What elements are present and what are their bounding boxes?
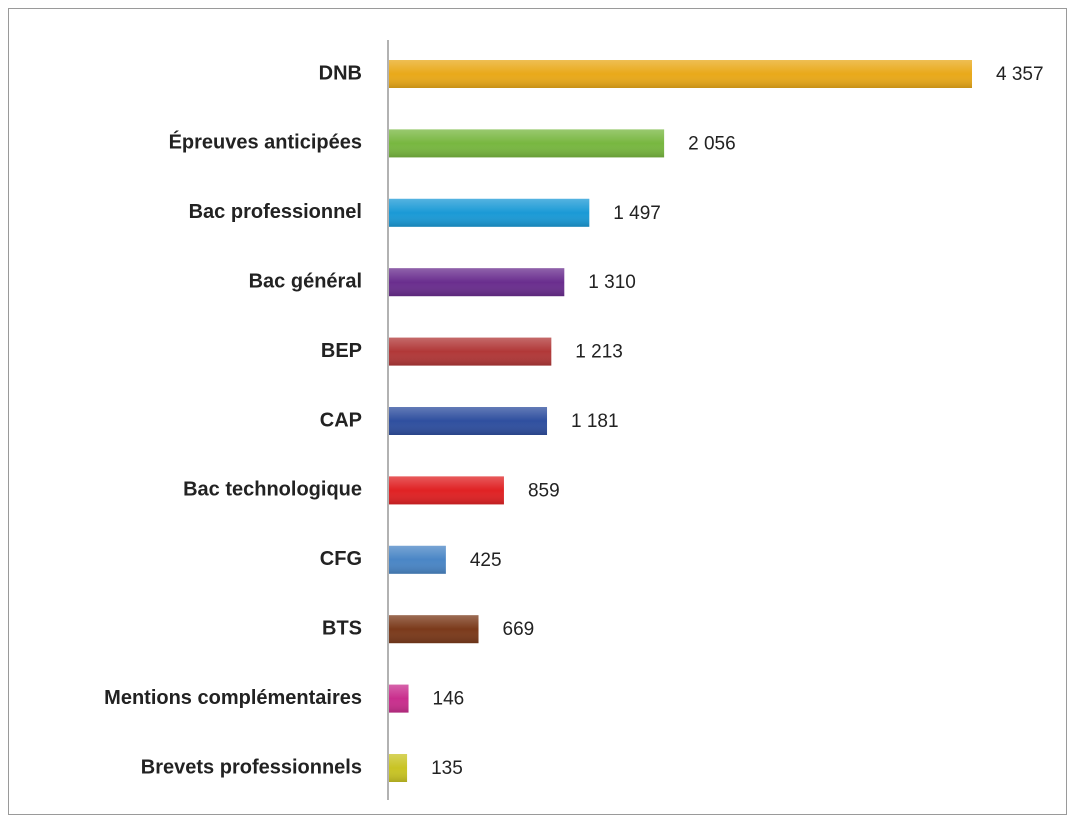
bar-shine [389, 615, 479, 644]
category-label: BEP [321, 340, 362, 362]
category-label: Épreuves anticipées [169, 131, 362, 154]
bar-shine [389, 545, 446, 574]
category-label: Bac technologique [183, 479, 362, 501]
bar-shine [389, 198, 590, 227]
bar-shine [389, 268, 565, 297]
bar-shine [389, 407, 548, 435]
bar-shine [389, 60, 972, 88]
value-label: 4 357 [996, 64, 1044, 85]
category-label: BTS [322, 617, 362, 639]
category-label: DNB [319, 62, 362, 84]
category-label: Mentions complémentaires [104, 687, 362, 709]
bar-shine [389, 476, 504, 505]
bar-shine [389, 684, 409, 713]
value-label: 146 [433, 689, 465, 710]
category-label: CFG [320, 548, 362, 570]
category-label: CAP [320, 409, 362, 431]
value-label: 1 181 [571, 411, 619, 432]
category-label: Bac général [249, 270, 362, 292]
bar-shine [389, 129, 665, 158]
value-label: 425 [470, 550, 502, 571]
category-label: Bac professionnel [189, 201, 362, 223]
value-label: 859 [528, 480, 560, 501]
value-label: 1 497 [613, 203, 661, 224]
value-label: 1 310 [588, 272, 636, 293]
bar-shine [389, 337, 552, 366]
value-label: 135 [431, 758, 463, 779]
value-label: 1 213 [575, 342, 623, 363]
value-label: 2 056 [688, 133, 736, 154]
category-label: Brevets professionnels [141, 756, 362, 778]
value-label: 669 [503, 619, 535, 640]
bar-shine [389, 754, 408, 782]
frame [8, 8, 1067, 815]
